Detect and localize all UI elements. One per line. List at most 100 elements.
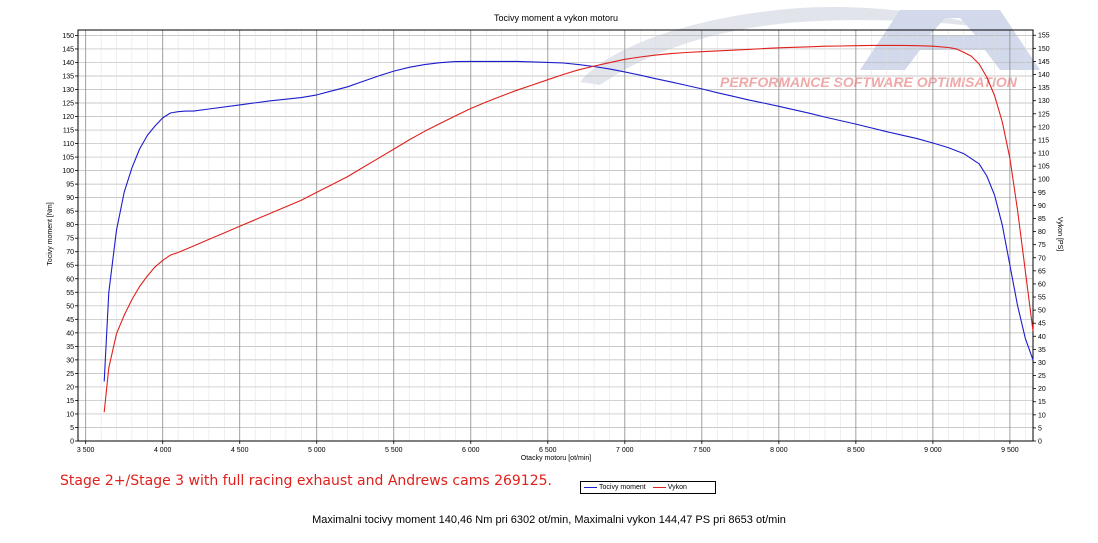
y-right-tick-label: 90 <box>1038 203 1046 210</box>
y-right-tick-label: 0 <box>1038 439 1042 446</box>
x-tick-label: 9 500 <box>1001 447 1019 454</box>
y-right-tick-label: 35 <box>1038 347 1046 354</box>
y-right-tick-label: 150 <box>1038 46 1050 53</box>
y-right-tick-label: 80 <box>1038 229 1046 236</box>
y-axis-right-label: Vykon [PS] <box>1056 217 1063 251</box>
y-right-tick-label: 95 <box>1038 190 1046 197</box>
y-right-tick-label: 55 <box>1038 295 1046 302</box>
y-right-tick-label: 20 <box>1038 386 1046 393</box>
y-right-tick-label: 85 <box>1038 216 1046 223</box>
y-left-tick-label: 135 <box>62 73 74 80</box>
y-right-tick-label: 50 <box>1038 308 1046 315</box>
y-right-tick-label: 130 <box>1038 98 1050 105</box>
y-right-tick-label: 15 <box>1038 399 1046 406</box>
y-right-tick-label: 110 <box>1038 151 1049 158</box>
y-left-tick-label: 85 <box>66 209 74 216</box>
y-left-tick-label: 0 <box>70 439 74 446</box>
y-right-tick-label: 40 <box>1038 334 1046 341</box>
y-right-tick-label: 155 <box>1038 33 1050 40</box>
y-right-tick-label: 100 <box>1038 177 1050 184</box>
y-left-tick-label: 95 <box>66 182 74 189</box>
legend-label-power: Vykon <box>667 484 687 491</box>
y-axis-left-label: Tocivy moment [Nm] <box>47 202 54 265</box>
x-tick-label: 5 000 <box>308 447 326 454</box>
series <box>103 44 1034 413</box>
y-left-tick-label: 15 <box>66 398 74 405</box>
watermark-swoosh-icon <box>580 7 1000 85</box>
legend-item-power: Vykon <box>652 484 687 491</box>
torque-series-line <box>103 60 1034 382</box>
y-left-tick-label: 115 <box>63 128 74 135</box>
y-left-tick-label: 5 <box>70 425 74 432</box>
y-left-tick-label: 80 <box>66 222 74 229</box>
y-right-tick-label: 125 <box>1038 111 1050 118</box>
legend: Tocivy moment Vykon <box>580 481 716 494</box>
y-left-tick-label: 25 <box>66 371 74 378</box>
legend-label-torque: Tocivy moment <box>599 484 646 491</box>
x-tick-label: 8 500 <box>847 447 865 454</box>
watermark-text: PERFORMANCE SOFTWARE OPTIMISATION <box>720 74 1018 90</box>
y-left-tick-label: 150 <box>62 33 74 40</box>
legend-swatch-torque <box>584 487 597 488</box>
y-left-tick-label: 75 <box>66 236 74 243</box>
legend-item-torque: Tocivy moment <box>584 484 646 491</box>
grid <box>78 30 1033 442</box>
x-tick-label: 6 000 <box>462 447 480 454</box>
y-left-tick-label: 60 <box>66 276 74 283</box>
y-right-tick-label: 140 <box>1038 72 1050 79</box>
y-right-tick-label: 25 <box>1038 373 1046 380</box>
y-left-tick-label: 100 <box>62 168 74 175</box>
chart-title: Tocivy moment a vykon motoru <box>494 13 618 23</box>
x-tick-label: 8 000 <box>770 447 788 454</box>
x-tick-label: 9 000 <box>924 447 942 454</box>
x-axis-label: Otacky motoru [ot/min] <box>521 455 591 462</box>
y-left-tick-label: 130 <box>62 87 74 94</box>
y-left-tick-label: 110 <box>63 141 74 148</box>
y-left-tick-label: 35 <box>66 344 74 351</box>
y-left-tick-label: 65 <box>66 263 74 270</box>
max-values-footer: Maximalni tocivy moment 140,46 Nm pri 63… <box>312 514 786 526</box>
y-left-tick-label: 140 <box>62 60 74 67</box>
watermark-logo-icon <box>860 10 1040 70</box>
y-left-tick-label: 55 <box>66 290 74 297</box>
y-left-tick-label: 30 <box>66 357 74 364</box>
y-right-tick-label: 120 <box>1038 124 1050 131</box>
y-right-tick-label: 115 <box>1038 137 1049 144</box>
y-left-tick-label: 40 <box>66 330 74 337</box>
x-tick-label: 7 500 <box>693 447 711 454</box>
power-series-line <box>103 44 1034 413</box>
axes: 0510152025303540455055606570758085909510… <box>62 29 1050 454</box>
x-tick-label: 3 500 <box>77 447 95 454</box>
legend-swatch-power <box>652 487 666 488</box>
y-left-tick-label: 145 <box>62 46 74 53</box>
y-right-tick-label: 105 <box>1038 164 1050 171</box>
y-left-tick-label: 90 <box>66 195 74 202</box>
x-tick-label: 6 500 <box>539 447 557 454</box>
y-left-tick-label: 45 <box>66 317 74 324</box>
plot-frame <box>77 29 1034 442</box>
y-right-tick-label: 75 <box>1038 242 1046 249</box>
y-right-tick-label: 60 <box>1038 281 1046 288</box>
y-right-tick-label: 145 <box>1038 59 1050 66</box>
x-tick-label: 4 500 <box>231 447 249 454</box>
y-left-tick-label: 105 <box>62 155 74 162</box>
stage-note: Stage 2+/Stage 3 with full racing exhaus… <box>60 473 552 489</box>
y-right-tick-label: 135 <box>1038 85 1050 92</box>
y-left-tick-label: 70 <box>66 249 74 256</box>
x-tick-label: 4 000 <box>154 447 172 454</box>
y-right-tick-label: 5 <box>1038 425 1042 432</box>
x-tick-label: 7 000 <box>616 447 634 454</box>
x-tick-label: 5 500 <box>385 447 403 454</box>
y-right-tick-label: 10 <box>1038 412 1046 419</box>
y-right-tick-label: 70 <box>1038 255 1046 262</box>
y-left-tick-label: 125 <box>62 101 74 108</box>
y-left-tick-label: 20 <box>66 384 74 391</box>
y-right-tick-label: 30 <box>1038 360 1046 367</box>
y-left-tick-label: 10 <box>66 411 74 418</box>
y-left-tick-label: 50 <box>66 303 74 310</box>
y-right-tick-label: 65 <box>1038 268 1046 275</box>
watermark: PERFORMANCE SOFTWARE OPTIMISATION <box>580 7 1040 90</box>
y-left-tick-label: 120 <box>62 114 74 121</box>
y-right-tick-label: 45 <box>1038 321 1046 328</box>
